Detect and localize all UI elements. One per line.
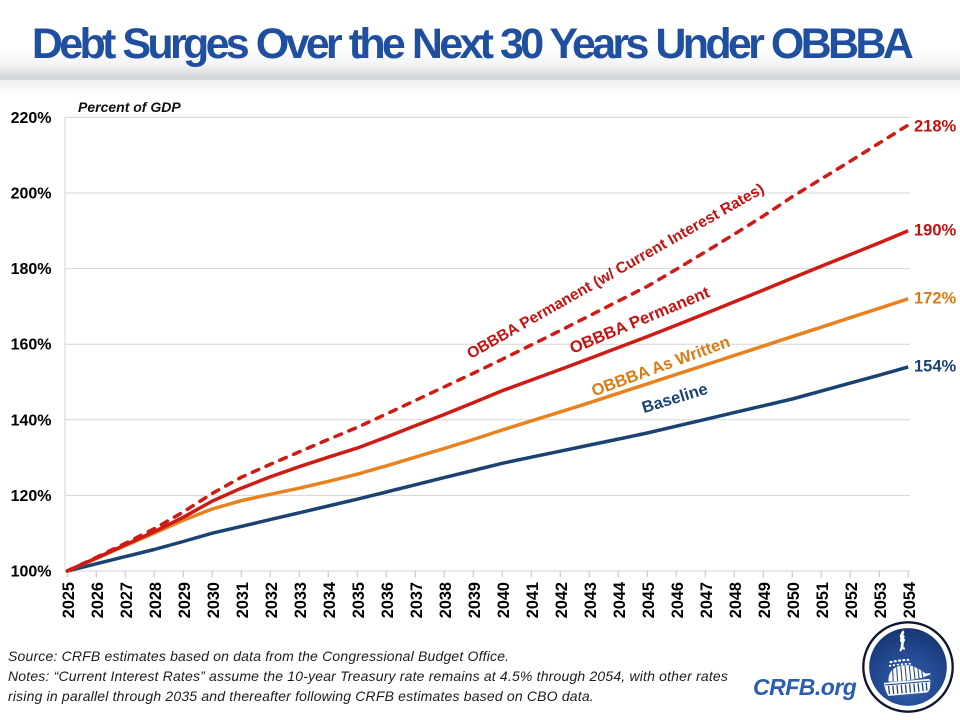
y-tick-label: 160% bbox=[11, 337, 52, 354]
y-axis-title: Percent of GDP bbox=[78, 99, 181, 115]
end-value-obbba-as-written: 172% bbox=[914, 289, 957, 308]
x-tick-label: 2047 bbox=[698, 582, 716, 618]
title-divider bbox=[0, 80, 960, 98]
source-line: Source: CRFB estimates based on data fro… bbox=[8, 648, 510, 664]
x-tick-label: 2044 bbox=[611, 582, 629, 618]
crfb-capitol-logo bbox=[862, 621, 954, 713]
x-tick-label: 2039 bbox=[466, 582, 484, 618]
x-tick-label: 2038 bbox=[437, 582, 455, 618]
x-tick-label: 2033 bbox=[292, 582, 310, 618]
y-tick-label: 220% bbox=[11, 110, 52, 127]
series-line-3 bbox=[66, 365, 909, 573]
x-tick-label: 2049 bbox=[756, 582, 774, 618]
x-tick-label: 2034 bbox=[321, 582, 339, 618]
x-tick-label: 2042 bbox=[553, 582, 571, 618]
x-tick-label: 2032 bbox=[263, 582, 281, 618]
y-tick-label: 120% bbox=[11, 488, 52, 505]
x-tick-label: 2031 bbox=[234, 582, 252, 618]
capitol-detail-lines bbox=[884, 665, 930, 695]
series-line-1 bbox=[66, 229, 909, 573]
y-tick-label: 180% bbox=[11, 261, 52, 278]
x-tick-label: 2036 bbox=[379, 582, 397, 618]
y-tick-label: 100% bbox=[11, 564, 52, 581]
x-tick-label: 2048 bbox=[727, 582, 745, 618]
title-bar: Debt Surges Over the Next 30 Years Under… bbox=[0, 0, 960, 80]
crfb-org-wordmark: CRFB.org bbox=[753, 674, 857, 700]
source-notes: Source: CRFB estimates based on data fro… bbox=[8, 646, 748, 706]
end-value-baseline: 154% bbox=[914, 357, 957, 376]
x-tick-label: 2040 bbox=[495, 582, 513, 618]
x-tick-label: 2043 bbox=[582, 582, 600, 618]
x-tick-label: 2046 bbox=[669, 582, 687, 618]
x-tick-label: 2052 bbox=[843, 582, 861, 618]
chart-title: Debt Surges Over the Next 30 Years Under… bbox=[31, 20, 914, 68]
x-tick-label: 2025 bbox=[60, 582, 78, 618]
x-tick-label: 2030 bbox=[205, 582, 223, 618]
x-tick-label: 2041 bbox=[524, 582, 542, 618]
series-line-0 bbox=[65, 123, 910, 573]
x-tick-label: 2054 bbox=[901, 582, 919, 618]
y-tick-label: 200% bbox=[11, 186, 52, 203]
end-value-obbba-permanent-current-rates: 218% bbox=[914, 117, 957, 136]
x-tick-label: 2050 bbox=[785, 582, 803, 618]
x-tick-label: 2045 bbox=[640, 582, 658, 618]
x-tick-label: 2037 bbox=[408, 582, 426, 618]
series-line-2 bbox=[66, 297, 909, 573]
y-tick-label: 140% bbox=[11, 412, 52, 429]
x-tick-label: 2029 bbox=[176, 582, 194, 618]
x-tick-label: 2027 bbox=[118, 582, 136, 618]
x-tick-label: 2026 bbox=[89, 582, 107, 618]
x-tick-label: 2053 bbox=[872, 582, 890, 618]
notes-line-1: Notes: “Current Interest Rates” assume t… bbox=[8, 668, 729, 684]
end-value-obbba-permanent: 190% bbox=[914, 221, 957, 240]
notes-line-2: rising in parallel through 2035 and ther… bbox=[8, 688, 594, 704]
x-tick-label: 2051 bbox=[814, 582, 832, 618]
capitol-dome-icon bbox=[883, 630, 931, 696]
x-tick-label: 2028 bbox=[147, 582, 165, 618]
x-tick-label: 2035 bbox=[350, 582, 368, 618]
